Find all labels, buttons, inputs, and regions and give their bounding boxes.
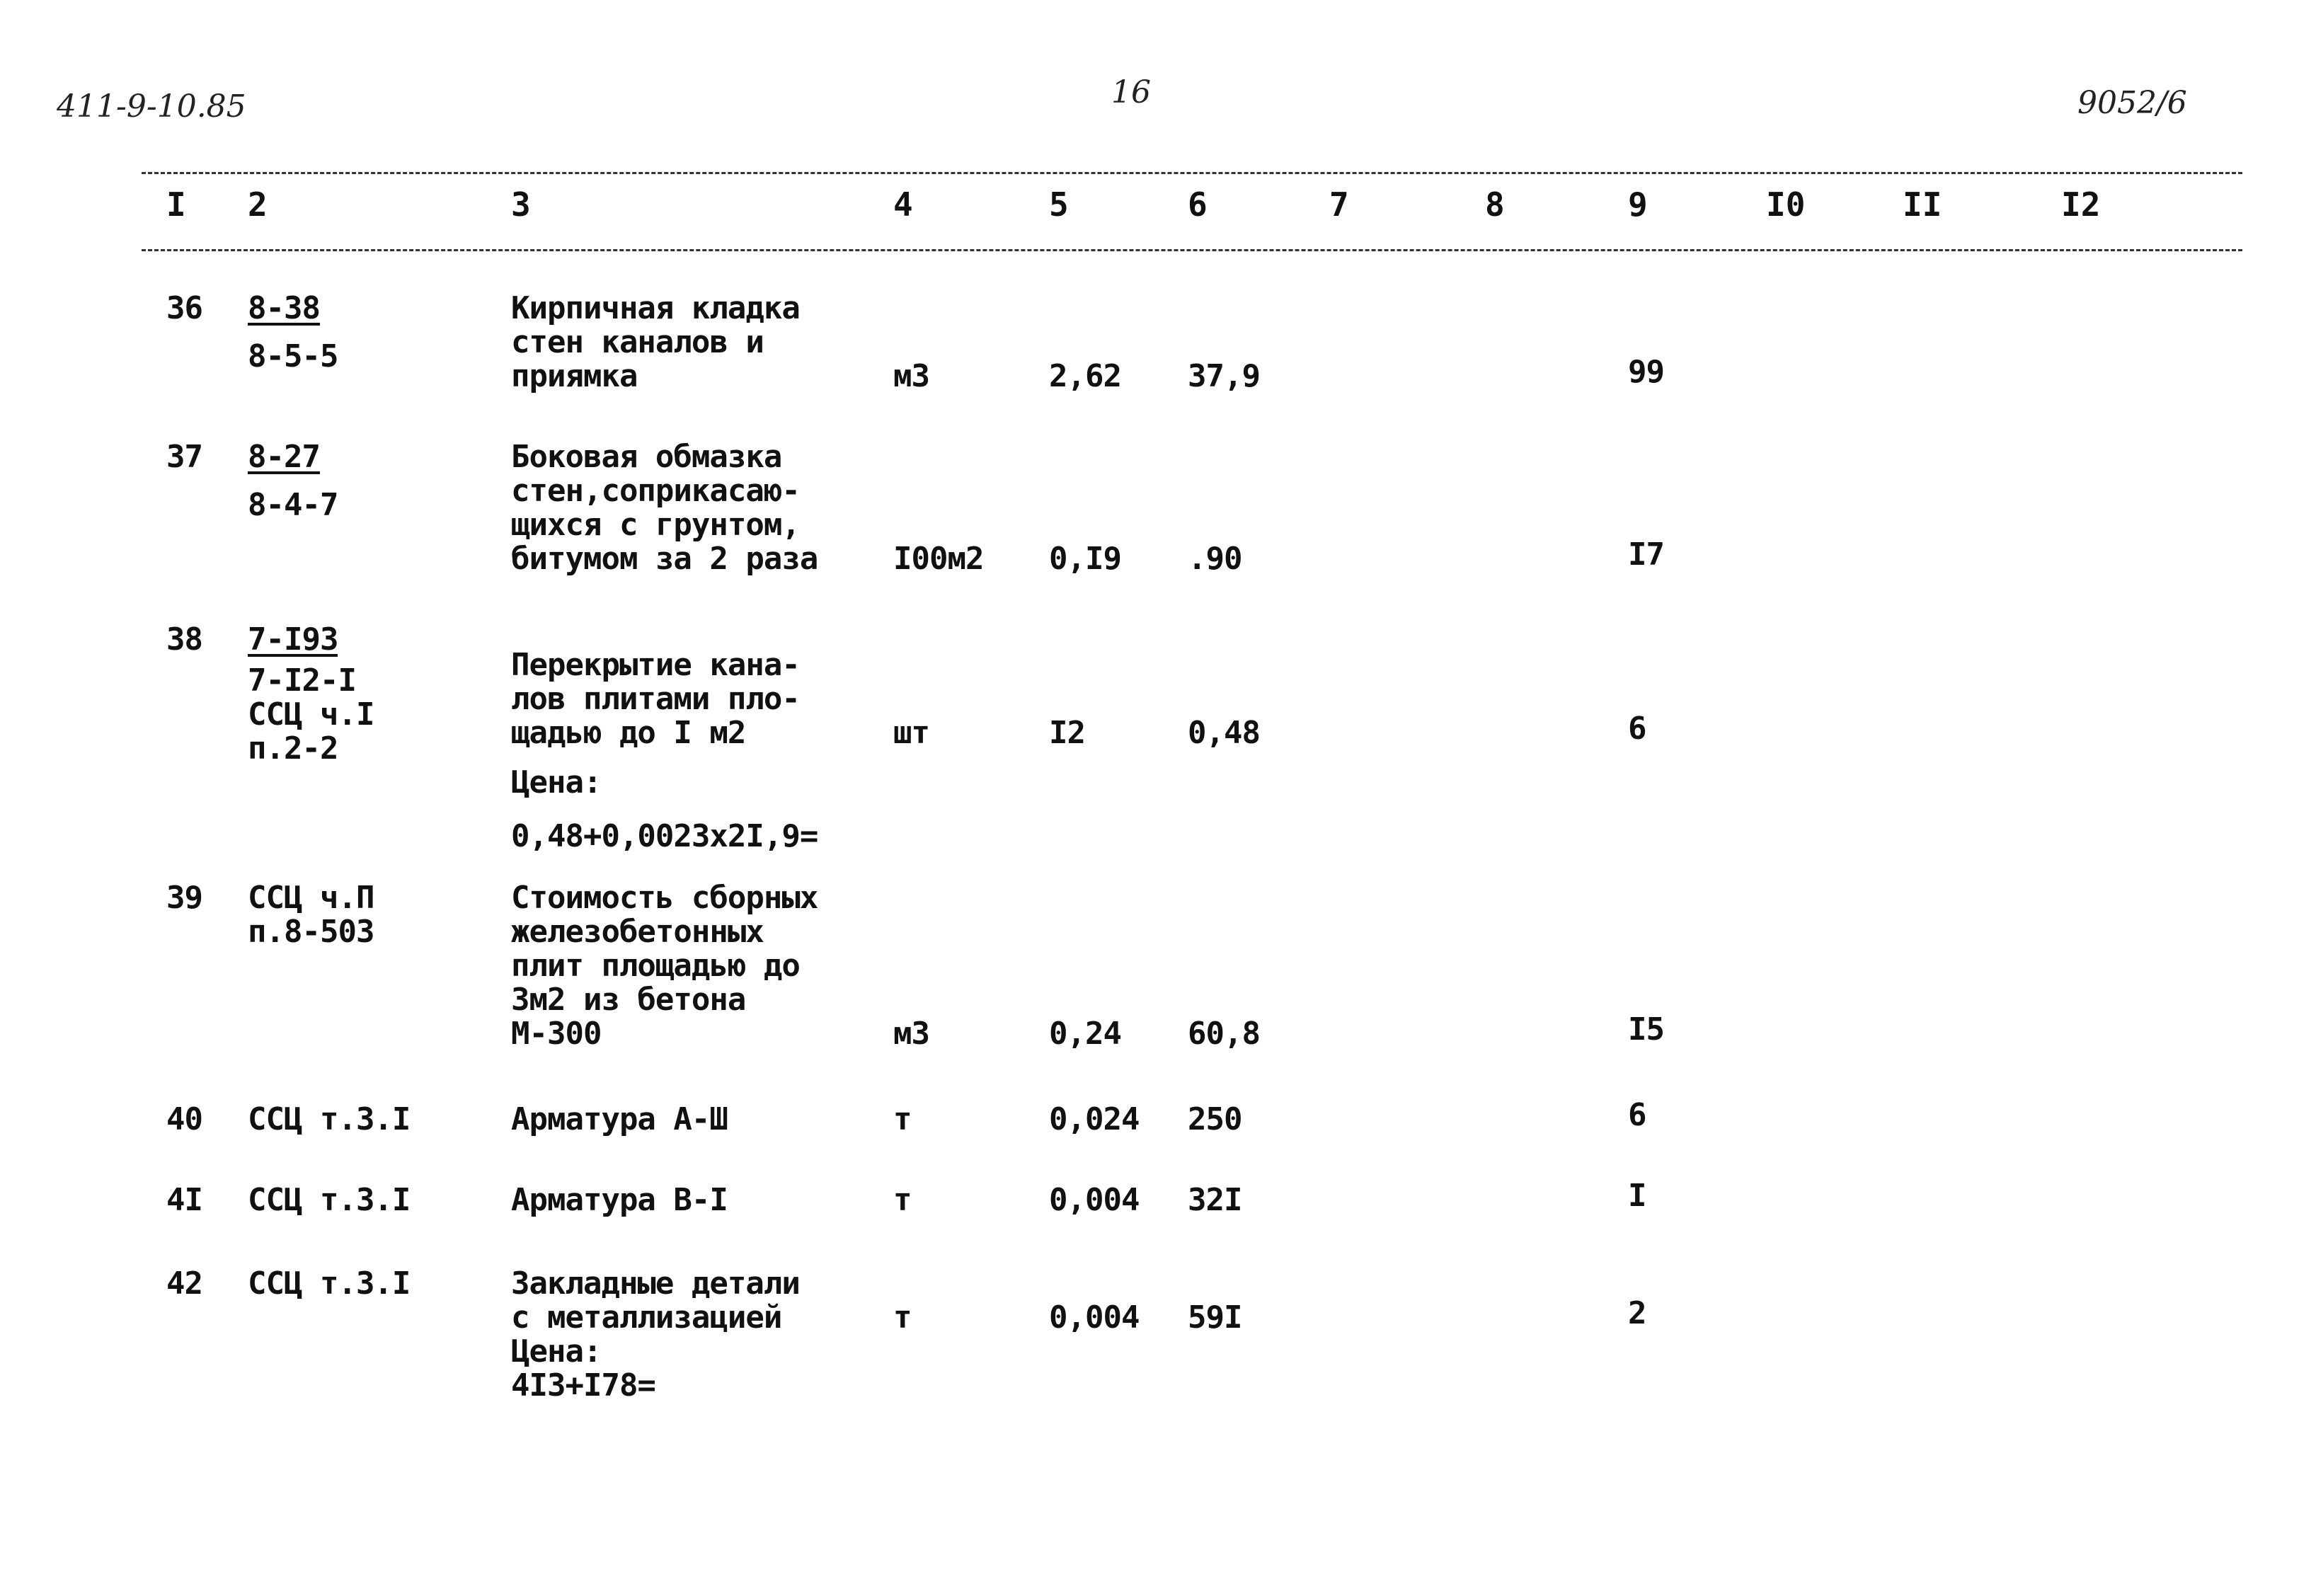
norm-code: 8-4-7 [248,487,338,523]
work-description: щихся с грунтом, [511,507,801,543]
total-cost: I [1628,1178,1646,1214]
column-header: I0 [1766,185,1806,224]
unit-price: 250 [1188,1101,1242,1137]
quantity: 0,24 [1049,1016,1122,1052]
unit: шт [893,715,930,751]
column-header: 7 [1329,185,1349,224]
norm-code-text: 8-27 [248,439,321,475]
column-header: 5 [1049,185,1069,224]
work-description: щадью до I м2 [511,715,746,751]
quantity: 0,004 [1049,1182,1140,1218]
column-header: 6 [1188,185,1208,224]
norm-code: ССЦ ч.П [248,880,374,916]
norm-code: 7-I2-I [248,662,357,699]
unit-price: .90 [1188,541,1242,577]
norm-code: 8-5-5 [248,338,338,374]
row-number: 42 [166,1265,203,1302]
row-number: 38 [166,621,203,658]
norm-code: ССЦ т.3.I [248,1182,411,1218]
unit: т [893,1299,912,1336]
work-description: Боковая обмазка [511,439,782,475]
work-description: М-300 [511,1016,602,1052]
norm-code: ССЦ ч.I [248,696,374,733]
work-description: Арматура А-Ш [511,1101,728,1137]
column-header: I [166,185,186,224]
work-description: Перекрытие кана- [511,647,801,683]
work-description: 0,48+0,0023x2I,9= [511,818,818,854]
work-description: плит площадью до [511,948,801,984]
unit: т [893,1101,912,1137]
total-cost: 2 [1628,1295,1646,1331]
row-number: 40 [166,1101,203,1137]
work-description: лов плитами пло- [511,681,801,717]
work-description: битумом за 2 раза [511,541,818,577]
work-description: Цена: [511,1333,602,1370]
sheet-reference: 9052/6 [2077,85,2187,121]
work-description: Арматура В-I [511,1182,728,1218]
norm-code: 8-27 [248,439,321,475]
unit-price: 0,48 [1188,715,1261,751]
unit: м3 [893,358,930,394]
unit: т [893,1182,912,1218]
row-number: 39 [166,880,203,916]
norm-code-text: 8-38 [248,290,321,326]
header-top-rule [142,172,2242,174]
work-description: Закладные детали [511,1265,801,1302]
unit: I00м2 [893,541,984,577]
work-description: приямка [511,358,638,394]
work-description: 3м2 из бетона [511,982,746,1018]
total-cost: I5 [1628,1011,1665,1047]
column-header: 4 [893,185,913,224]
quantity: 0,024 [1049,1101,1140,1137]
work-description: железобетонных [511,914,764,950]
work-description: стен каналов и [511,324,764,360]
quantity: 2,62 [1049,358,1122,394]
work-description: Цена: [511,764,602,800]
total-cost: 6 [1628,711,1646,747]
work-description: 4I3+I78= [511,1367,656,1403]
row-number: 37 [166,439,203,475]
column-header: 9 [1628,185,1648,224]
column-header: 2 [248,185,268,224]
norm-code-text: 7-I93 [248,621,338,658]
column-header: 8 [1485,185,1505,224]
total-cost: 99 [1628,354,1665,390]
norm-code: п.8-503 [248,914,374,950]
unit: м3 [893,1016,930,1052]
norm-code: п.2-2 [248,730,338,767]
row-number: 36 [166,290,203,326]
work-description: с металлизацией [511,1299,782,1336]
column-header: 3 [511,185,531,224]
total-cost: 6 [1628,1097,1646,1133]
column-header: I2 [2061,185,2101,224]
work-description: стен,соприкасаю- [511,473,801,509]
document-code: 411-9-10.85 [57,88,246,125]
quantity: 0,I9 [1049,541,1122,577]
total-cost: I7 [1628,536,1665,573]
row-number: 4I [166,1182,203,1218]
norm-code: 7-I93 [248,623,338,657]
norm-code: ССЦ т.3.I [248,1265,411,1302]
unit-price: 60,8 [1188,1016,1261,1052]
column-header: II [1903,185,1942,224]
unit-price: 32I [1188,1182,1242,1218]
unit-price: 59I [1188,1299,1242,1336]
header-bottom-rule [142,249,2242,251]
page-number: 16 [1111,74,1151,110]
work-description: Кирпичная кладка [511,290,801,326]
quantity: 0,004 [1049,1299,1140,1336]
norm-code: ССЦ т.3.I [248,1101,411,1137]
work-description: Стоимость сборных [511,880,818,916]
unit-price: 37,9 [1188,358,1261,394]
quantity: I2 [1049,715,1086,751]
norm-code: 8-38 [248,290,321,326]
